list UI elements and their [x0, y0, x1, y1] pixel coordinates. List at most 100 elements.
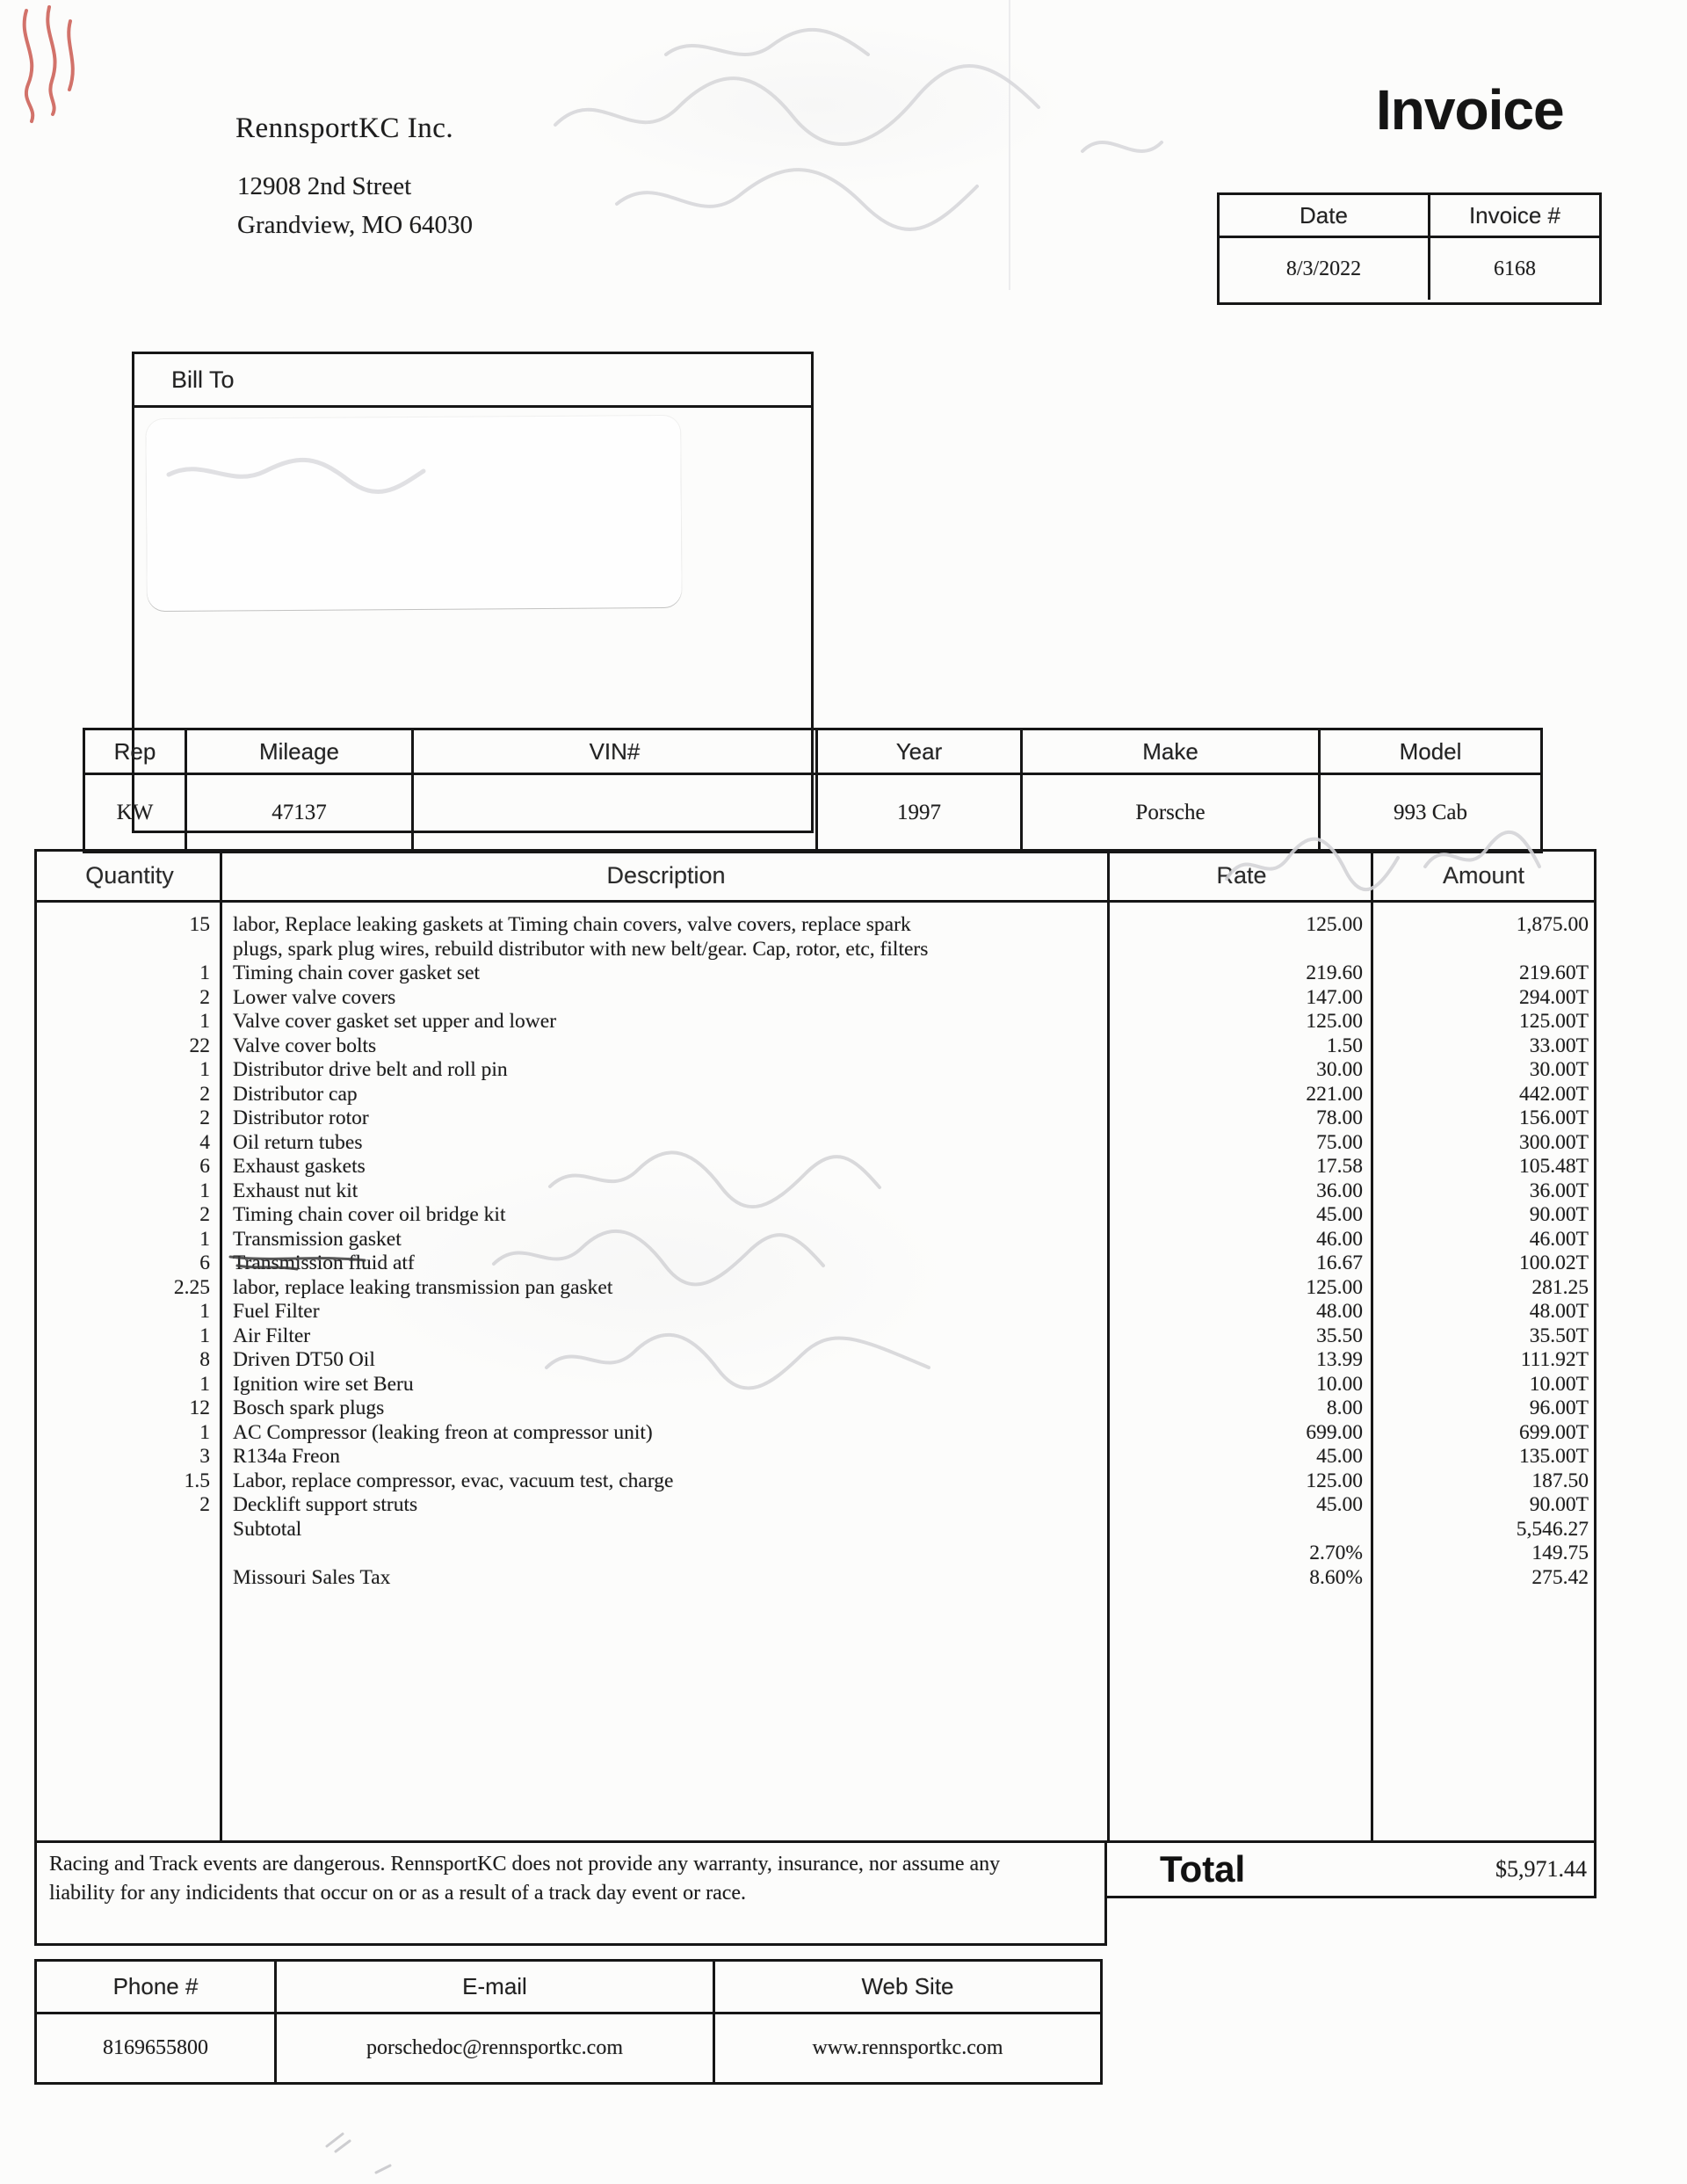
item-quantity: 1: [199, 1420, 210, 1444]
item-row: 8 Driven DT50 Oil 13.99 111.92T: [37, 1348, 1594, 1373]
items-header-description: Description: [606, 862, 726, 889]
item-rate: 125.00: [1306, 1469, 1363, 1492]
item-quantity: 1: [199, 1372, 210, 1396]
item-row: 1 AC Compressor (leaking freon at compres…: [37, 1421, 1594, 1446]
item-amount: 105.48T: [1519, 1155, 1589, 1178]
item-amount: 699.00T: [1519, 1420, 1589, 1444]
item-quantity: 1: [199, 1058, 210, 1081]
item-description: Distributor rotor: [233, 1107, 369, 1129]
item-quantity: 3: [199, 1445, 210, 1468]
item-quantity: 2: [199, 1203, 210, 1226]
red-pen-scribble: [22, 5, 75, 123]
redacted-bill-to-area: [146, 415, 682, 612]
item-row: 2 Decklift support struts 45.00 90.00T: [37, 1493, 1594, 1518]
item-description: Driven DT50 Oil: [233, 1348, 375, 1371]
column-divider: [1371, 852, 1373, 1840]
page-title: Invoice: [1376, 78, 1565, 141]
item-rate: 147.00: [1306, 985, 1363, 1009]
item-amount: 90.00T: [1529, 1493, 1589, 1516]
item-quantity: 2: [199, 1107, 210, 1129]
item-description: Oil return tubes: [233, 1130, 363, 1154]
item-amount: 294.00T: [1519, 985, 1589, 1009]
items-header-rate: Rate: [1216, 862, 1267, 889]
column-divider: [220, 852, 222, 1840]
item-row: Subtotal 5,546.27: [37, 1518, 1594, 1542]
item-row: 1 Exhaust nut kit 36.00 36.00T: [37, 1179, 1594, 1204]
item-quantity: 2.25: [173, 1275, 210, 1299]
item-row: 2 Distributor cap 221.00 442.00T: [37, 1083, 1594, 1107]
item-row: 1 Valve cover gasket set upper and lower 1…: [37, 1010, 1594, 1034]
column-divider: [1107, 852, 1110, 1840]
item-amount: 300.00T: [1519, 1130, 1589, 1154]
item-rate: 125.00: [1306, 1010, 1363, 1033]
item-amount: 48.00T: [1529, 1300, 1589, 1323]
item-quantity: 2: [199, 1082, 210, 1106]
item-description: Timing chain cover oil bridge kit: [233, 1203, 506, 1226]
item-description: Exhaust gaskets: [233, 1155, 366, 1178]
item-rate: 8.60%: [1309, 1565, 1363, 1589]
item-rate: [1110, 1518, 1373, 1542]
item-description: AC Compressor (leaking freon at compress…: [233, 1420, 653, 1444]
item-quantity: [37, 1518, 222, 1542]
item-amount: 35.50T: [1529, 1324, 1589, 1347]
email-value: porschedoc@rennsportkc.com: [277, 2014, 715, 2082]
item-description: [222, 1542, 1110, 1566]
website-header: Web Site: [861, 1973, 954, 1999]
item-row: 2 Lower valve covers 147.00 294.00T: [37, 986, 1594, 1011]
item-row: 2 Distributor rotor 78.00 156.00T: [37, 1107, 1594, 1131]
item-rate: 221.00: [1306, 1082, 1363, 1106]
item-description: Distributor drive belt and roll pin: [233, 1058, 508, 1081]
item-description: Fuel Filter: [233, 1300, 320, 1323]
item-row: 6 Exhaust gaskets 17.58 105.48T: [37, 1155, 1594, 1179]
item-amount: 219.60T: [1519, 961, 1589, 984]
date-value: 8/3/2022: [1220, 238, 1430, 300]
item-description: Transmission fluid atf: [233, 1252, 415, 1274]
item-row: 1 Distributor drive belt and roll pin 30.0…: [37, 1058, 1594, 1083]
total-box: Total $5,971.44: [1107, 1843, 1596, 1898]
item-quantity: 12: [189, 1397, 211, 1419]
item-amount: 187.50: [1531, 1469, 1589, 1492]
item-row: Missouri Sales Tax 8.60% 275.42: [37, 1566, 1594, 1591]
line-items-table: Quantity Description Rate Amount 15 labor…: [34, 849, 1596, 1843]
item-amount: 275.42: [1531, 1565, 1589, 1589]
item-amount: 90.00T: [1529, 1203, 1589, 1226]
item-rate: 125.00: [1306, 1275, 1363, 1299]
vehicle-value-vin: [414, 775, 818, 851]
item-row: 2.70% 149.75: [37, 1542, 1594, 1566]
item-description: labor, Replace leaking gaskets at Timing…: [233, 913, 929, 961]
item-quantity: [37, 1566, 222, 1591]
company-name: RennsportKC Inc.: [235, 112, 454, 144]
item-description: Decklift support struts: [233, 1493, 418, 1516]
item-amount: 135.00T: [1519, 1445, 1589, 1468]
item-description: Distributor cap: [233, 1082, 358, 1106]
item-description: Missouri Sales Tax: [233, 1565, 391, 1589]
item-quantity: 4: [199, 1130, 210, 1154]
disclaimer-text: Racing and Track events are dangerous. R…: [49, 1853, 1001, 1905]
item-description: Subtotal: [233, 1517, 302, 1541]
item-row: 2.25 labor, replace leaking transmission …: [37, 1276, 1594, 1301]
item-quantity: 1: [199, 1010, 210, 1033]
item-rate: 35.50: [1316, 1324, 1363, 1347]
items-header-amount: Amount: [1442, 862, 1525, 889]
item-description: Valve cover bolts: [233, 1034, 377, 1057]
item-quantity: 1: [199, 1179, 210, 1202]
item-quantity: 1: [199, 1324, 210, 1347]
item-amount: 281.25: [1531, 1275, 1589, 1299]
bill-to-box: Bill To: [132, 352, 814, 833]
vehicle-header-mileage: Mileage: [187, 730, 414, 773]
vehicle-value-model: 993 Cab: [1393, 801, 1468, 824]
item-row: 1 Fuel Filter 48.00 48.00T: [37, 1300, 1594, 1324]
item-amount: 10.00T: [1529, 1372, 1589, 1396]
item-row: 3 R134a Freon 45.00 135.00T: [37, 1445, 1594, 1469]
item-rate: 48.00: [1316, 1300, 1363, 1323]
invoice-number-header: Invoice #: [1468, 201, 1561, 229]
item-row: 12 Bosch spark plugs 8.00 96.00T: [37, 1397, 1594, 1421]
item-amount: 1,875.00: [1516, 913, 1589, 936]
item-row: 6 Transmission fluid atf 16.67 100.02T: [37, 1252, 1594, 1276]
item-rate: 45.00: [1316, 1493, 1363, 1516]
invoice-number-value: 6168: [1494, 257, 1536, 280]
item-row: 22 Valve cover bolts 1.50 33.00T: [37, 1034, 1594, 1059]
pencil-ghost-writing-top: [554, 27, 1163, 231]
item-rate: 17.58: [1316, 1155, 1363, 1178]
